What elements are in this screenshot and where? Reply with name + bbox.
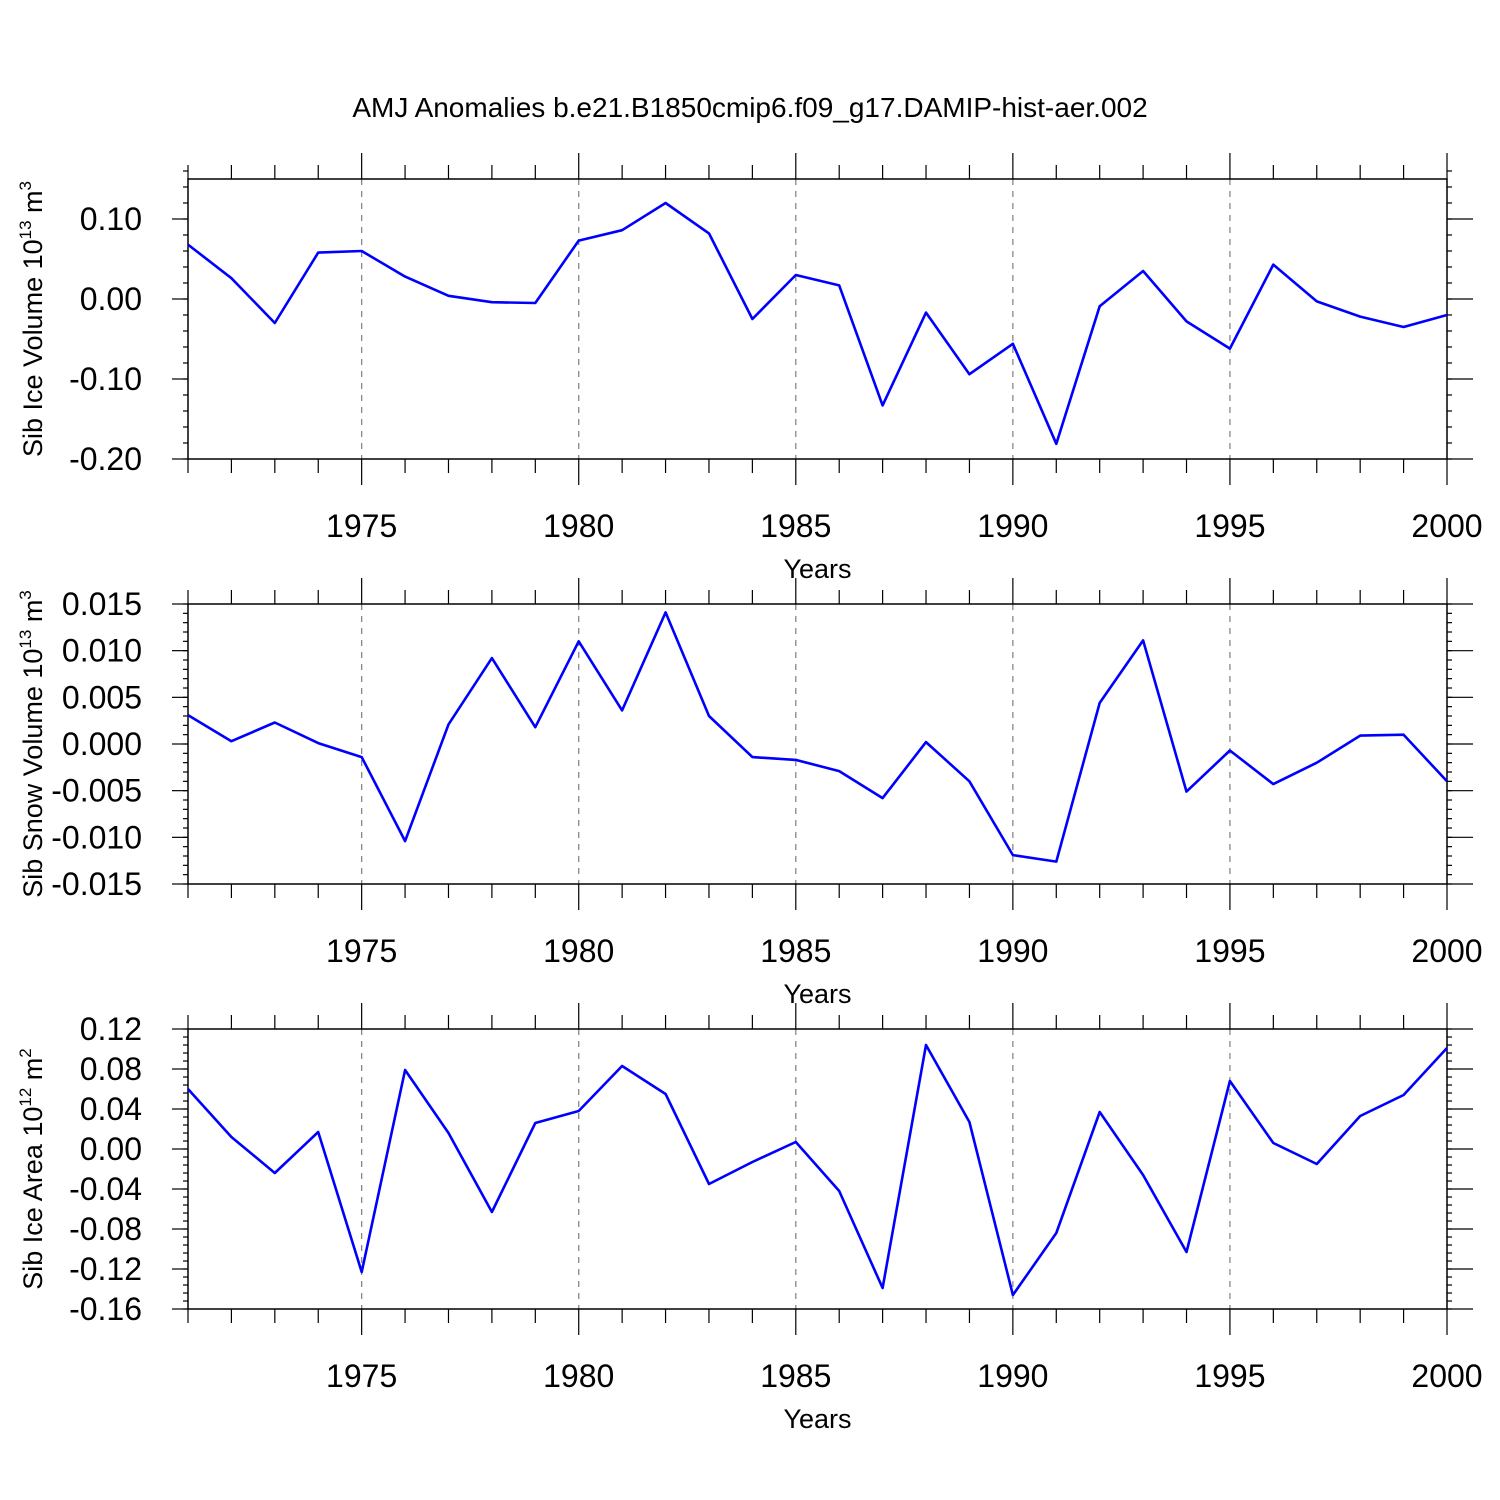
y-tick-label: 0.12 [80,1011,142,1047]
y-tick-label: -0.20 [69,441,142,477]
y-tick-label: 0.10 [80,201,142,237]
x-tick-label: 1975 [326,1358,397,1394]
x-tick-label: 1995 [1194,1358,1265,1394]
figure-title: AMJ Anomalies b.e21.B1850cmip6.f09_g17.D… [352,92,1147,123]
plot-frame [187,603,1448,885]
y-tick-label: 0.00 [80,281,142,317]
x-tick-label: 1985 [760,508,831,544]
x-tick-label: 2000 [1411,933,1482,969]
y-axis-label: Sib Snow Volume 1013 m3 [16,590,48,898]
x-tick-label: 1990 [977,1358,1048,1394]
x-axis-label: Years [783,554,851,584]
x-tick-label: 1980 [543,933,614,969]
x-tick-label: 1985 [760,933,831,969]
x-tick-label: 2000 [1411,1358,1482,1394]
panel-2: -0.015 -0.010 -0.005 0.000 0.005 0.010 0.015 19… [16,578,1483,1009]
y-tick-label: 0.000 [62,726,142,762]
y-tick-label: -0.16 [69,1291,142,1327]
y-tick-label: -0.015 [51,866,142,902]
x-axis-label: Years [783,979,851,1009]
x-tick-label: 1990 [977,508,1048,544]
series-line [187,611,1448,863]
y-tick-label: -0.005 [51,773,142,809]
x-tick-label: 1995 [1194,508,1265,544]
x-tick-label: 1995 [1194,933,1265,969]
y-tick-label: 0.08 [80,1051,142,1087]
x-tick-label: 1980 [543,1358,614,1394]
x-tick-label: 1975 [326,933,397,969]
x-axis-label: Years [783,1404,851,1434]
series-line [187,1043,1448,1297]
y-axis-label: Sib Ice Volume 1013 m3 [16,181,48,457]
x-tick-label: 1985 [760,1358,831,1394]
x-tick-label: 1975 [326,508,397,544]
y-axis-label: Sib Ice Area 1012 m2 [16,1048,48,1290]
panel-3: -0.16 -0.12 -0.08 -0.04 0.00 0.04 0.08 0.12 1975… [16,1003,1483,1434]
y-tick-label: 0.04 [80,1091,142,1127]
y-tick-label: -0.010 [51,819,142,855]
y-tick-label: 0.015 [62,586,142,622]
panel-1: -0.20 -0.10 0.00 0.10 1975 1980 1985 1990 1995 20… [16,153,1483,584]
x-tick-label: 1980 [543,508,614,544]
y-tick-label: -0.10 [69,361,142,397]
x-tick-label: 1990 [977,933,1048,969]
y-tick-label: -0.04 [69,1171,142,1207]
series-line [187,201,1448,446]
y-tick-label: -0.08 [69,1211,142,1247]
plot-frame [187,178,1448,460]
x-tick-label: 2000 [1411,508,1482,544]
y-tick-label: 0.005 [62,679,142,715]
y-tick-label: 0.010 [62,633,142,669]
y-tick-label: -0.12 [69,1251,142,1287]
y-tick-label: 0.00 [80,1131,142,1167]
plot-frame [187,1028,1448,1310]
